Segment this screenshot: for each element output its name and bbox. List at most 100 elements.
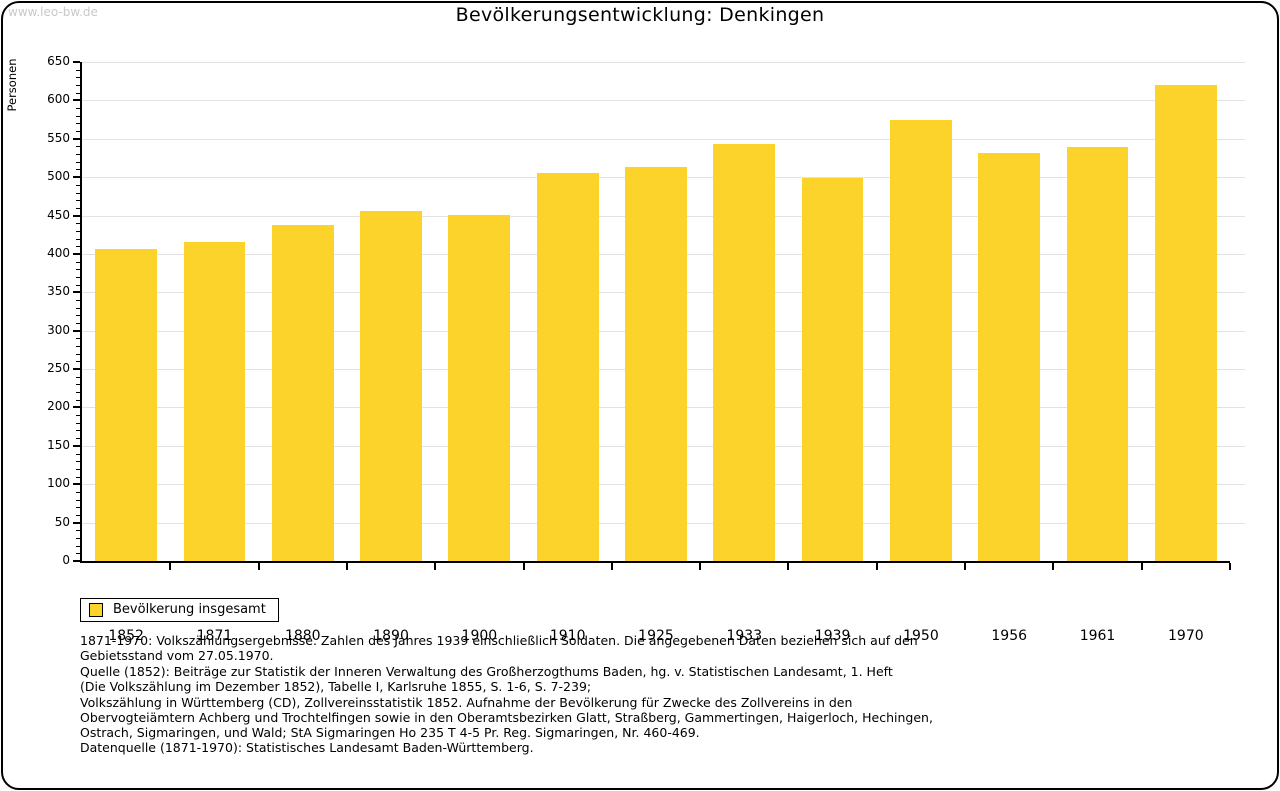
legend-label: Bevölkerung insgesamt: [113, 602, 266, 617]
x-tick: [169, 563, 172, 570]
y-tick-label: 300: [47, 322, 70, 337]
y-minor-tick: [76, 77, 80, 79]
y-minor-tick: [76, 476, 80, 478]
y-tick-0: [73, 560, 80, 562]
bar-slot-1900: [435, 62, 523, 561]
y-minor-tick: [76, 69, 80, 71]
bars-layer: [82, 62, 1230, 561]
bar-slot-1956: [965, 62, 1053, 561]
y-minor-tick: [76, 323, 80, 324]
y-tick-label: 50: [54, 514, 70, 529]
y-minor-tick: [76, 514, 80, 516]
y-tick-350: [73, 291, 80, 294]
y-tick-550: [73, 137, 80, 140]
y-tick-label: 250: [47, 361, 70, 376]
x-tick: [1229, 563, 1231, 570]
y-tick-label: 550: [47, 130, 70, 145]
y-tick-label: 600: [47, 92, 70, 107]
chart-title: Bevölkerungsentwicklung: Denkingen: [455, 4, 825, 26]
y-minor-tick: [76, 422, 80, 424]
x-tick-label-1925: 1925: [638, 628, 674, 644]
x-tick-label-1950: 1950: [903, 628, 939, 644]
y-tick-label: 350: [47, 284, 70, 299]
y-minor-tick: [76, 115, 80, 117]
gridline-600: [82, 100, 1245, 102]
y-minor-tick: [76, 553, 80, 555]
bar-slot-1925: [612, 62, 700, 561]
x-tick: [787, 563, 790, 570]
bar-slot-1961: [1053, 62, 1141, 561]
y-tick-200: [73, 406, 80, 409]
y-minor-tick: [76, 453, 80, 455]
y-tick-150: [73, 444, 80, 447]
y-minor-tick: [76, 376, 80, 378]
watermark-leo-bw: www.leo-bw.de: [8, 5, 98, 19]
footnote-line-4: (Die Volkszählung im Dezember 1852), Tab…: [80, 679, 592, 695]
y-minor-tick: [76, 223, 80, 225]
bar-1890: [360, 210, 422, 561]
bar-1933: [713, 144, 776, 561]
y-minor-tick: [76, 238, 80, 240]
y-minor-tick: [76, 315, 80, 317]
y-minor-tick: [76, 438, 80, 440]
y-minor-tick: [76, 384, 80, 386]
x-tick-label-1910: 1910: [549, 628, 586, 644]
bar-1961: [1066, 147, 1129, 561]
y-minor-tick: [76, 131, 80, 133]
y-minor-tick: [76, 392, 80, 394]
y-minor-tick: [76, 200, 80, 202]
bar-1880: [271, 224, 334, 561]
y-minor-tick: [76, 154, 80, 156]
y-minor-tick: [76, 299, 80, 301]
y-tick-450: [73, 214, 80, 217]
y-minor-tick: [76, 108, 80, 110]
x-tick: [257, 563, 260, 570]
bar-slot-1939: [788, 62, 876, 561]
y-minor-tick: [76, 491, 80, 493]
legend-swatch: [89, 602, 103, 617]
y-tick-label: 500: [47, 169, 70, 184]
y-tick-600: [73, 99, 80, 102]
x-tick: [875, 563, 878, 570]
x-tick-label-1933: 1933: [726, 628, 763, 644]
y-minor-tick: [76, 468, 80, 470]
gridline-650: [82, 62, 1245, 63]
bar-1910: [536, 173, 599, 561]
y-minor-tick: [76, 537, 80, 539]
y-minor-tick: [76, 246, 80, 248]
x-axis-line: [80, 561, 1230, 563]
y-minor-tick: [76, 207, 80, 209]
x-tick-label-1880: 1880: [284, 628, 321, 644]
y-tick-400: [73, 252, 80, 255]
bar-slot-1871: [170, 62, 258, 561]
footnote-line-3: Quelle (1852): Beiträge zur Statistik de…: [80, 663, 893, 679]
y-minor-tick: [76, 146, 80, 148]
bar-1950: [889, 120, 952, 561]
x-tick-label-1852: 1852: [108, 628, 144, 644]
y-tick-300: [73, 329, 80, 332]
x-tick: [434, 563, 437, 570]
y-tick-250: [73, 368, 80, 371]
x-tick-label-1890: 1890: [373, 628, 409, 644]
bar-slot-1852: [82, 62, 170, 561]
y-tick-50: [73, 521, 80, 524]
y-minor-tick: [76, 346, 80, 348]
y-minor-tick: [76, 192, 80, 194]
y-tick-label: 450: [47, 207, 70, 222]
y-minor-tick: [76, 530, 80, 532]
y-minor-tick: [76, 269, 80, 271]
x-tick-label-1956: 1956: [991, 628, 1028, 644]
bar-1852: [95, 249, 158, 561]
y-tick-650: [73, 61, 80, 63]
y-minor-tick: [76, 169, 80, 171]
bar-1956: [978, 153, 1041, 561]
bar-1871: [183, 241, 246, 561]
y-tick-label: 200: [47, 399, 70, 414]
y-axis-line: [80, 62, 82, 563]
y-minor-tick: [76, 361, 80, 363]
y-tick-label: 100: [47, 476, 70, 491]
footnote-line-2: Gebietsstand vom 27.05.1970.: [80, 648, 274, 664]
x-tick: [522, 563, 525, 570]
x-tick: [345, 563, 348, 570]
